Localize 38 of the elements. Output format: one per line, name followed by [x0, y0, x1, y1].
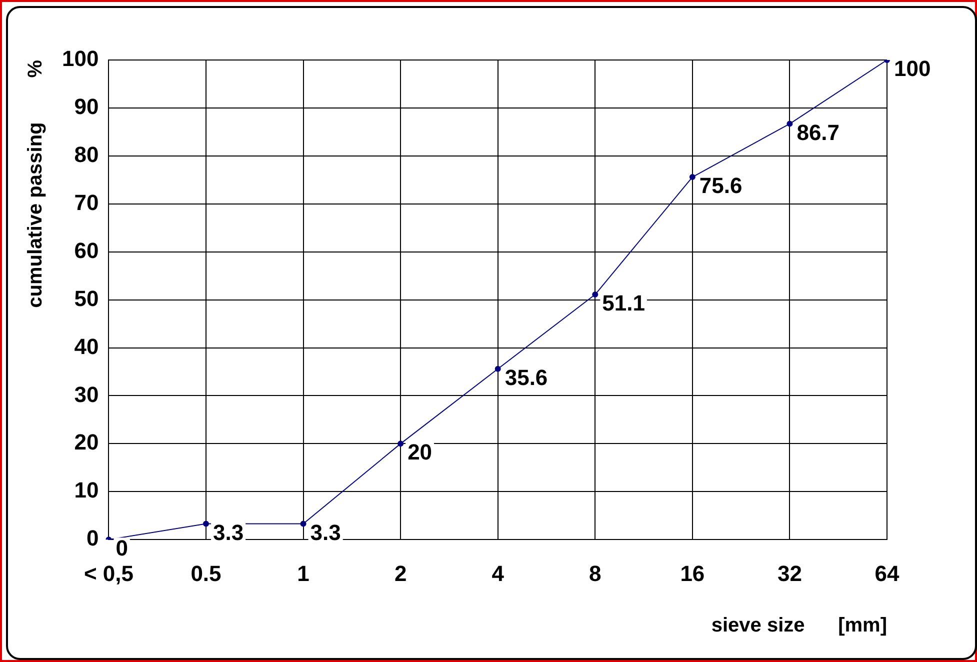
x-tick-label: 2	[394, 560, 407, 586]
data-label: 86.7	[796, 120, 840, 145]
x-tick-label: 4	[492, 560, 505, 586]
data-label: 75.6	[699, 173, 742, 198]
data-label: 20	[408, 440, 432, 465]
point	[592, 292, 598, 298]
y-tick-label: 50	[74, 286, 99, 311]
point	[689, 174, 696, 180]
x-tick-label: 0.5	[190, 560, 222, 586]
y-tick-label: 40	[74, 334, 99, 359]
data-label: 100	[894, 56, 931, 82]
data-label: 3.3	[212, 520, 244, 545]
point	[398, 440, 404, 447]
y-axis-title: cumulative passing %	[24, 60, 47, 308]
y-tick-label: 10	[74, 478, 99, 503]
x-tick-label: < 0,5	[84, 560, 134, 586]
x-axis-title: sieve size [mm]	[711, 614, 887, 637]
x-tick-label: 1	[297, 560, 310, 586]
y-tick-label: 80	[74, 142, 99, 167]
x-tick-label: 64	[874, 560, 900, 586]
y-tick-label: 0	[86, 526, 99, 551]
point	[300, 520, 306, 527]
y-tick-label: 90	[74, 94, 99, 120]
data-label: 3.3	[310, 520, 341, 545]
x-tick-label: 32	[777, 560, 802, 586]
x-tick-label: 8	[589, 560, 602, 586]
data-label: 0	[116, 536, 128, 561]
point	[786, 120, 793, 127]
y-tick-label: 70	[74, 190, 99, 215]
y-tick-label: 30	[74, 382, 99, 407]
data-label: 35.6	[504, 364, 548, 390]
y-tick-label: 20	[74, 430, 99, 455]
point	[202, 520, 209, 527]
y-tick-label: 100	[62, 46, 99, 72]
data-label: 51.1	[602, 290, 645, 316]
y-tick-label: 60	[74, 238, 99, 263]
x-tick-label: 16	[680, 560, 705, 586]
point	[494, 366, 501, 372]
